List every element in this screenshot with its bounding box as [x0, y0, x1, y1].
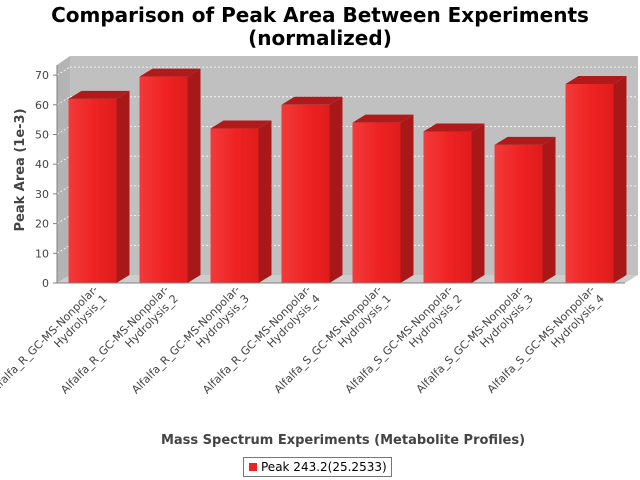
gridline-diagonal-7: [56, 66, 71, 76]
bar-5: [352, 114, 414, 284]
bars: [68, 68, 627, 284]
bar-top-4: [281, 96, 343, 105]
plot-left-wall: [57, 56, 70, 283]
y-tick-label-5: 50: [35, 129, 49, 142]
bar-front-2: [139, 76, 188, 284]
gridline-diagonal-4: [56, 155, 71, 165]
bar-side-3: [258, 120, 272, 283]
gridline-diagonal-3: [56, 185, 71, 195]
bar-3: [210, 120, 272, 283]
y-tick-label-0: 0: [42, 277, 49, 290]
bar-side-2: [187, 68, 201, 284]
x-axis-ticks: Alfalfa_R_GC-MS-Nonpolar-Hydrolysis_1Alf…: [0, 283, 607, 406]
bar-front-1: [68, 98, 117, 283]
gridline-diagonal-2: [56, 215, 71, 224]
bar-side-8: [613, 76, 627, 283]
bar-front-7: [494, 144, 543, 283]
legend: Peak 243.2(25.2533): [243, 457, 392, 477]
bar-front-6: [423, 131, 472, 283]
bar-top-2: [139, 68, 201, 77]
gridline-diagonal-1: [56, 244, 71, 254]
plot-floor: [57, 275, 638, 283]
y-tick-label-7: 70: [35, 69, 49, 82]
y-tick-label-4: 40: [35, 158, 49, 171]
bar-2: [139, 68, 201, 284]
bar-7: [494, 136, 556, 283]
bar-front-3: [210, 128, 259, 283]
bar-side-4: [329, 96, 343, 283]
bar-side-5: [400, 114, 414, 284]
bar-4: [281, 96, 343, 283]
bar-top-5: [352, 114, 414, 123]
bar-top-8: [565, 76, 627, 85]
bar-top-7: [494, 136, 556, 145]
bar-side-1: [116, 90, 130, 283]
bar-1: [68, 90, 130, 283]
y-tick-label-6: 60: [35, 99, 49, 112]
y-tick-label-3: 30: [35, 188, 49, 201]
bar-top-1: [68, 90, 130, 99]
gridline-diagonal-6: [56, 96, 71, 106]
bar-6: [423, 123, 485, 283]
x-tick-label-1-line-1: Alfalfa_R_GC-MS-Nonpolar-: [0, 283, 101, 396]
y-axis-ticks: 0 10 20 30 40 50 60 70: [35, 69, 57, 290]
chart-title-line-1: Comparison of Peak Area Between Experime…: [51, 3, 589, 27]
bar-top-6: [423, 123, 485, 132]
bar-top-3: [210, 120, 272, 129]
bar-front-8: [565, 84, 614, 283]
y-tick-label-1: 10: [35, 247, 49, 260]
chart-title-line-2: (normalized): [248, 26, 392, 50]
x-tick-label-1: Alfalfa_R_GC-MS-Nonpolar-Hydrolysis_1: [0, 283, 110, 406]
x-axis-label: Mass Spectrum Experiments (Metabolite Pr…: [161, 433, 525, 448]
legend-swatch: [249, 463, 257, 471]
bar-front-4: [281, 104, 330, 283]
y-axis-label: Peak Area (1e-3): [13, 108, 28, 231]
bar-front-5: [352, 122, 401, 284]
y-tick-label-2: 20: [35, 218, 49, 231]
legend-label: Peak 243.2(25.2533): [261, 460, 387, 474]
gridline-diagonal-5: [56, 126, 71, 135]
chart-title: Comparison of Peak Area Between Experime…: [0, 4, 640, 50]
bar-side-6: [471, 123, 485, 283]
bar-8: [565, 76, 627, 283]
bar-side-7: [542, 136, 556, 283]
